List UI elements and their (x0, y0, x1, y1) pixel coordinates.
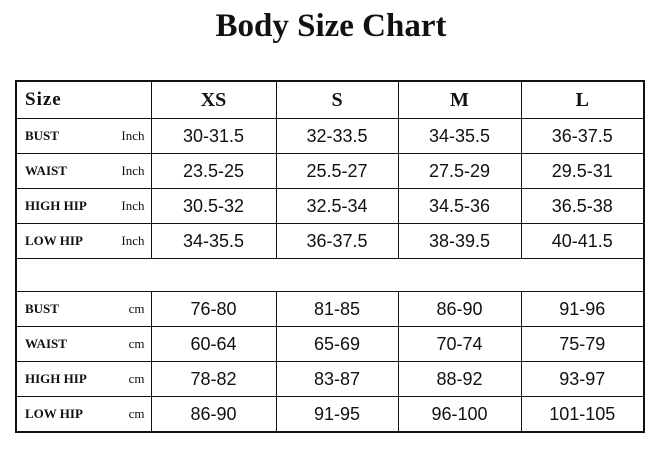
table-body: Size XS S M L Inch BUST 30-31.5 32-33.5 34-35.5 36… (15, 80, 645, 433)
cell: 75-79 (520, 326, 645, 362)
data-row: cm BUST 76-80 81-85 86-90 91-96 (15, 291, 645, 327)
column-header: M (397, 80, 522, 119)
cell: 70-74 (397, 326, 522, 362)
cell: 36.5-38 (520, 188, 645, 224)
header-row: Size XS S M L (15, 80, 645, 119)
row-label-cell: Inch HIGH HIP (15, 188, 152, 224)
cell: 32-33.5 (275, 118, 399, 154)
cell: 78-82 (150, 361, 277, 397)
cell: 91-95 (275, 396, 399, 433)
cell: 91-96 (520, 291, 645, 327)
cell: 34-35.5 (150, 223, 277, 259)
cell: 83-87 (275, 361, 399, 397)
title: Body Size Chart (215, 8, 447, 44)
measurement: WAIST (25, 163, 67, 178)
cell: 86-90 (150, 396, 277, 433)
cell: 32.5-34 (275, 188, 399, 224)
data-row: cm WAIST 60-64 65-69 70-74 75-79 (15, 326, 645, 362)
cell: 88-92 (397, 361, 522, 397)
row-label-cell: cm HIGH HIP (15, 361, 152, 397)
measurement: LOW HIP (25, 233, 83, 248)
cell: 40-41.5 (520, 223, 645, 259)
cell: 23.5-25 (150, 153, 277, 189)
cell: 36-37.5 (275, 223, 399, 259)
measurement: HIGH HIP (25, 198, 87, 213)
unit: cm (128, 301, 145, 316)
spacer-cell (15, 258, 645, 292)
unit: Inch (121, 163, 145, 178)
data-row: Inch LOW HIP 34-35.5 36-37.5 38-39.5 40-41.5 (15, 223, 645, 259)
cell: 65-69 (275, 326, 399, 362)
cell: 101-105 (520, 396, 645, 433)
unit: Inch (121, 233, 145, 248)
column-header: L (520, 80, 645, 119)
row-label-cell: Inch LOW HIP (15, 223, 152, 259)
cell: 30-31.5 (150, 118, 277, 154)
column-header: XS (150, 80, 277, 119)
cell: 81-85 (275, 291, 399, 327)
data-row: Inch BUST 30-31.5 32-33.5 34-35.5 36-37.5 (15, 118, 645, 154)
size-table: Size XS S M L Inch BUST 30-31.5 32-33.5 34-35.5 36… (15, 80, 645, 433)
cell: 76-80 (150, 291, 277, 327)
cell: 60-64 (150, 326, 277, 362)
column-header: Size (15, 80, 152, 119)
cell: 25.5-27 (275, 153, 399, 189)
column-header: S (275, 80, 399, 119)
spacer-row (15, 258, 645, 292)
data-row: Inch HIGH HIP 30.5-32 32.5-34 34.5-36 36.5-38 (15, 188, 645, 224)
cell: 29.5-31 (520, 153, 645, 189)
cell: 34-35.5 (397, 118, 522, 154)
cell: 27.5-29 (397, 153, 522, 189)
unit: Inch (121, 128, 145, 143)
cell: 93-97 (520, 361, 645, 397)
measurement: HIGH HIP (25, 371, 87, 386)
cell: 96-100 (397, 396, 522, 433)
data-row: Inch WAIST 23.5-25 25.5-27 27.5-29 29.5-31 (15, 153, 645, 189)
unit: Inch (121, 198, 145, 213)
data-row: cm LOW HIP 86-90 91-95 96-100 101-105 (15, 396, 645, 433)
row-label-cell: cm LOW HIP (15, 396, 152, 433)
unit: cm (128, 336, 145, 351)
data-row: cm HIGH HIP 78-82 83-87 88-92 93-97 (15, 361, 645, 397)
cell: 38-39.5 (397, 223, 522, 259)
unit: cm (128, 406, 145, 421)
row-label-cell: cm BUST (15, 291, 152, 327)
cell: 36-37.5 (520, 118, 645, 154)
measurement: LOW HIP (25, 406, 83, 421)
row-label-cell: cm WAIST (15, 326, 152, 362)
measurement: BUST (25, 128, 59, 143)
measurement: BUST (25, 301, 59, 316)
cell: 30.5-32 (150, 188, 277, 224)
row-label-cell: Inch WAIST (15, 153, 152, 189)
unit: cm (128, 371, 145, 386)
cell: 86-90 (397, 291, 522, 327)
cell: 34.5-36 (397, 188, 522, 224)
row-label-cell: Inch BUST (15, 118, 152, 154)
measurement: WAIST (25, 336, 67, 351)
